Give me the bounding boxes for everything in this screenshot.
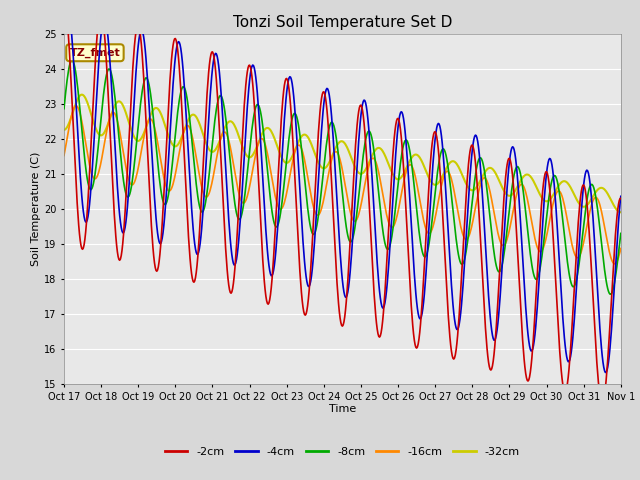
Y-axis label: Soil Temperature (C): Soil Temperature (C) [31, 152, 41, 266]
X-axis label: Time: Time [329, 405, 356, 414]
Text: TZ_fmet: TZ_fmet [70, 48, 120, 58]
Legend: -2cm, -4cm, -8cm, -16cm, -32cm: -2cm, -4cm, -8cm, -16cm, -32cm [161, 442, 524, 461]
Title: Tonzi Soil Temperature Set D: Tonzi Soil Temperature Set D [233, 15, 452, 30]
